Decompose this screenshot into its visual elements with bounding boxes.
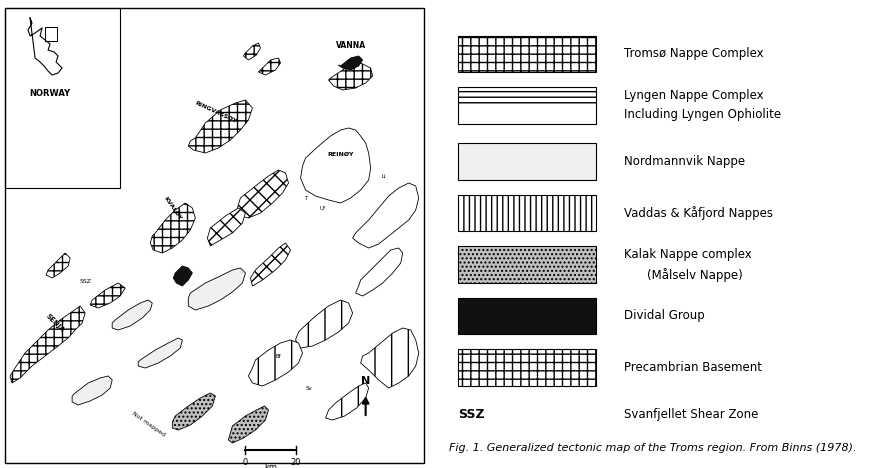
Polygon shape (173, 393, 215, 430)
Text: SENJA: SENJA (44, 313, 66, 334)
Polygon shape (328, 63, 373, 90)
Polygon shape (356, 248, 402, 296)
Polygon shape (189, 268, 246, 310)
Bar (458, 36, 596, 72)
Text: Lyngen Nappe Complex: Lyngen Nappe Complex (624, 89, 764, 102)
Polygon shape (207, 208, 246, 246)
Bar (458, 195, 596, 231)
Text: Nordmannvik Nappe: Nordmannvik Nappe (624, 155, 745, 168)
Polygon shape (295, 300, 352, 348)
Polygon shape (338, 56, 362, 70)
Bar (5, 8, 120, 188)
Polygon shape (150, 203, 195, 253)
Text: Li: Li (382, 174, 386, 179)
Text: Sv: Sv (305, 386, 312, 391)
Text: 0: 0 (243, 458, 248, 467)
Text: (Målselv Nappe): (Målselv Nappe) (647, 268, 742, 282)
Polygon shape (189, 100, 253, 153)
Text: Fig. 1. Generalized tectonic map of the Troms region. From Binns (1978).: Fig. 1. Generalized tectonic map of the … (449, 443, 857, 453)
Polygon shape (46, 253, 70, 278)
Text: Bf: Bf (276, 354, 281, 359)
Text: Including Lyngen Ophiolite: Including Lyngen Ophiolite (624, 108, 781, 121)
Text: 20: 20 (290, 458, 301, 467)
Bar (458, 105, 596, 124)
Text: RINGVASSØY: RINGVASSØY (194, 100, 237, 124)
Polygon shape (301, 128, 370, 203)
Polygon shape (238, 170, 288, 218)
Polygon shape (352, 183, 418, 248)
Polygon shape (10, 306, 85, 383)
Text: NORWAY: NORWAY (29, 88, 70, 97)
Polygon shape (90, 283, 125, 308)
Polygon shape (248, 340, 303, 386)
Text: Vaddas & Kåfjord Nappes: Vaddas & Kåfjord Nappes (624, 206, 773, 220)
Text: VANNA: VANNA (336, 41, 366, 50)
Bar (458, 143, 596, 180)
Bar (458, 87, 596, 124)
Text: KVALØY: KVALØY (162, 196, 182, 221)
Bar (458, 298, 596, 334)
Text: REINØY: REINØY (328, 152, 354, 157)
Bar (458, 349, 596, 386)
Polygon shape (72, 376, 112, 405)
Polygon shape (112, 300, 152, 330)
Text: Tromsø Nappe Complex: Tromsø Nappe Complex (624, 47, 764, 60)
Polygon shape (174, 266, 192, 286)
Text: Kalak Nappe complex: Kalak Nappe complex (624, 248, 751, 261)
Polygon shape (326, 383, 368, 420)
Polygon shape (229, 406, 269, 443)
Bar (458, 87, 596, 105)
Text: Dividal Group: Dividal Group (624, 309, 704, 322)
Text: Precambrian Basement: Precambrian Basement (624, 361, 762, 374)
Text: T: T (303, 196, 307, 201)
Text: Not mapped: Not mapped (131, 410, 166, 437)
Polygon shape (244, 43, 261, 60)
Polygon shape (138, 338, 182, 368)
Polygon shape (250, 243, 290, 286)
Text: Uf: Uf (320, 206, 326, 211)
Text: SSZ: SSZ (458, 408, 485, 421)
Bar (458, 246, 596, 283)
Text: N: N (361, 376, 370, 386)
Text: km: km (264, 463, 277, 468)
Polygon shape (258, 58, 280, 75)
Bar (45, 27, 57, 41)
Text: SSZ: SSZ (79, 279, 91, 284)
Polygon shape (360, 328, 418, 388)
Text: Svanfjellet Shear Zone: Svanfjellet Shear Zone (624, 408, 758, 421)
